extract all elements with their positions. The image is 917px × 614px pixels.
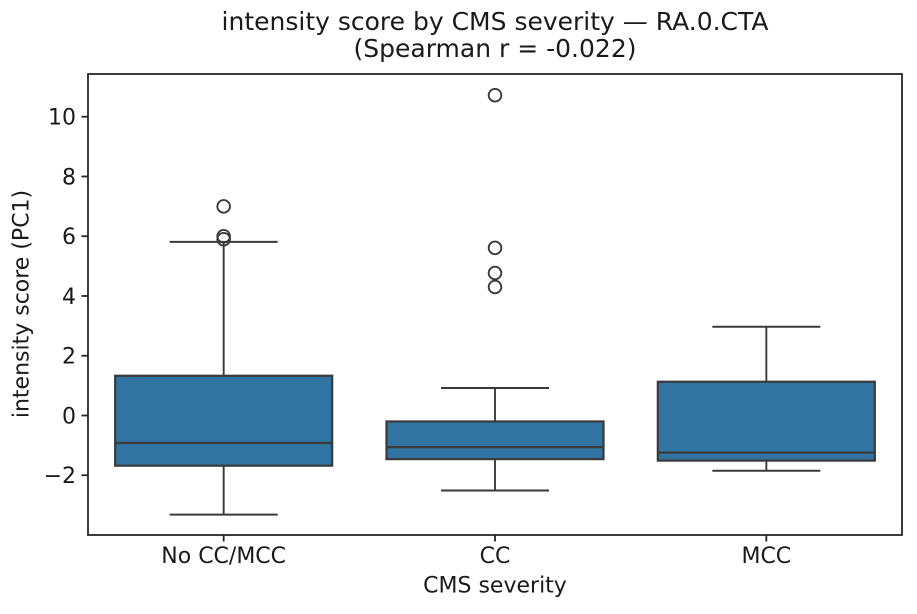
- y-tick-label: 8: [62, 165, 76, 190]
- chart-title-line1: intensity score by CMS severity — RA.0.C…: [221, 7, 769, 36]
- outlier-point: [216, 199, 231, 214]
- chart-title-line2: (Spearman r = -0.022): [353, 34, 637, 63]
- x-tick-label: MCC: [741, 544, 791, 569]
- box-rect: [656, 380, 876, 462]
- chart-title: intensity score by CMS severity — RA.0.C…: [88, 8, 902, 62]
- outlier-point: [487, 265, 503, 281]
- box-group-no-cc-mcc: No CC/MCC: [114, 199, 334, 569]
- outlier-point: [216, 228, 231, 244]
- y-tick-label: 10: [48, 106, 76, 131]
- y-tick-label: −2: [44, 464, 76, 489]
- y-tick-label: 4: [62, 285, 76, 310]
- y-tick-label: 2: [62, 345, 76, 370]
- box-rect: [114, 374, 334, 467]
- outlier-point: [487, 240, 503, 256]
- x-axis-label: CMS severity: [423, 573, 567, 599]
- box-group-mcc: MCC: [656, 325, 876, 569]
- box-group-cc: CC: [385, 87, 605, 569]
- outlier-point: [487, 279, 503, 295]
- y-tick-label: 6: [62, 225, 76, 250]
- box-rect: [385, 420, 605, 461]
- x-tick-label: No CC/MCC: [161, 544, 286, 569]
- y-axis-label: intensity score (PC1): [9, 189, 35, 419]
- y-tick-label: 0: [62, 404, 76, 429]
- outlier-point: [487, 87, 503, 103]
- x-tick-label: CC: [480, 544, 511, 569]
